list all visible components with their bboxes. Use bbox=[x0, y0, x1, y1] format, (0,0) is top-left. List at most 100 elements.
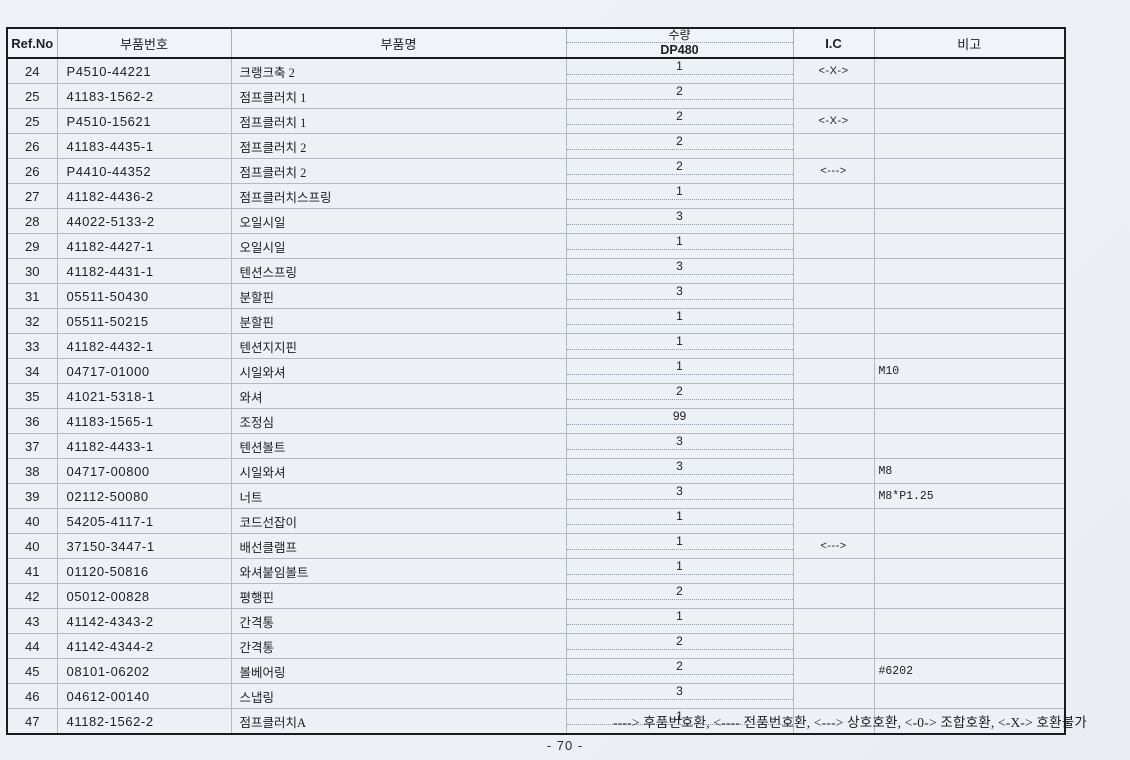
qty-spacer bbox=[567, 350, 792, 358]
header-row: Ref.No 부품번호 부품명 수량 DP480 I.C 비고 bbox=[6, 27, 1066, 59]
part-name-cell: 점프클러치 2 bbox=[230, 133, 567, 159]
ref-no-cell: 24 bbox=[6, 57, 58, 84]
part-name-cell: 크랭크축 2 bbox=[230, 57, 567, 84]
qty-value: 1 bbox=[567, 185, 792, 200]
part-number-cell: P4410-44352 bbox=[56, 158, 232, 184]
remark-cell bbox=[873, 558, 1066, 584]
remark-cell bbox=[873, 108, 1066, 134]
ic-cell bbox=[792, 708, 875, 735]
remark-cell bbox=[873, 408, 1066, 434]
part-name-cell: 분할핀 bbox=[230, 283, 567, 309]
ref-no-cell: 37 bbox=[6, 433, 58, 459]
part-number-cell: 44022-5133-2 bbox=[56, 208, 232, 234]
qty-spacer bbox=[567, 625, 792, 633]
header-part-name: 부품명 bbox=[230, 27, 567, 59]
qty-spacer bbox=[567, 675, 792, 683]
part-number-cell: 37150-3447-1 bbox=[56, 533, 232, 559]
header-qty-label: 수량 bbox=[567, 29, 792, 43]
table-row: 46 04612-00140 스냅링 3 bbox=[6, 683, 1066, 709]
qty-value: 3 bbox=[567, 210, 792, 225]
part-name-cell: 텐션스프링 bbox=[230, 258, 567, 284]
qty-spacer bbox=[567, 200, 792, 208]
ref-no-cell: 33 bbox=[6, 333, 58, 359]
ref-no-cell: 30 bbox=[6, 258, 58, 284]
part-number-cell: 41142-4343-2 bbox=[56, 608, 232, 634]
qty-cell: 1 bbox=[565, 183, 794, 209]
qty-spacer bbox=[567, 700, 792, 708]
ref-no-cell: 43 bbox=[6, 608, 58, 634]
remark-cell bbox=[873, 383, 1066, 409]
part-number-cell: 05511-50430 bbox=[56, 283, 232, 309]
qty-value: 3 bbox=[567, 485, 792, 500]
qty-value: 2 bbox=[567, 85, 792, 100]
table-row: 36 41183-1565-1 조정심 99 bbox=[6, 408, 1066, 434]
table-row: 25 P4510-15621 점프클러치 1 2 <-X-> bbox=[6, 108, 1066, 134]
ic-cell bbox=[792, 633, 875, 659]
qty-spacer bbox=[567, 450, 792, 458]
part-name-cell: 코드선잡이 bbox=[230, 508, 567, 534]
qty-cell: 2 bbox=[565, 583, 794, 609]
part-name-cell: 간격통 bbox=[230, 608, 567, 634]
qty-spacer bbox=[567, 375, 792, 383]
remark-cell bbox=[873, 133, 1066, 159]
ic-cell: <-X-> bbox=[792, 57, 875, 84]
ref-no-cell: 42 bbox=[6, 583, 58, 609]
qty-cell: 1 bbox=[565, 533, 794, 559]
ic-cell: <---> bbox=[792, 533, 875, 559]
qty-cell: 1 bbox=[565, 558, 794, 584]
table-row: 29 41182-4427-1 오일시일 1 bbox=[6, 233, 1066, 259]
table-row: 26 P4410-44352 점프클러치 2 2 <---> bbox=[6, 158, 1066, 184]
qty-spacer bbox=[567, 175, 792, 183]
qty-value: 3 bbox=[567, 685, 792, 700]
qty-cell: 2 bbox=[565, 658, 794, 684]
table-row: 25 41183-1562-2 점프클러치 1 2 bbox=[6, 83, 1066, 109]
qty-cell: 1 bbox=[565, 508, 794, 534]
ic-cell bbox=[792, 483, 875, 509]
qty-spacer bbox=[567, 425, 792, 433]
table-row: 28 44022-5133-2 오일시일 3 bbox=[6, 208, 1066, 234]
ic-cell bbox=[792, 83, 875, 109]
qty-cell: 1 bbox=[565, 333, 794, 359]
remark-cell bbox=[873, 608, 1066, 634]
qty-spacer bbox=[567, 250, 792, 258]
remark-cell bbox=[873, 433, 1066, 459]
qty-value: 1 bbox=[567, 560, 792, 575]
part-name-cell: 간격통 bbox=[230, 633, 567, 659]
part-name-cell: 점프클러치 1 bbox=[230, 83, 567, 109]
compatibility-legend: ----> 후품번호환, <---- 전품번호환, <---> 상호호환, <-… bbox=[613, 715, 1087, 730]
ic-cell bbox=[792, 258, 875, 284]
ic-cell bbox=[792, 583, 875, 609]
part-number-cell: 02112-50080 bbox=[56, 483, 232, 509]
part-number-cell: 41021-5318-1 bbox=[56, 383, 232, 409]
qty-value: 2 bbox=[567, 585, 792, 600]
table-row: 34 04717-01000 시일와셔 1 M10 bbox=[6, 358, 1066, 384]
qty-value: 3 bbox=[567, 435, 792, 450]
remark-cell bbox=[873, 583, 1066, 609]
remark-cell bbox=[873, 308, 1066, 334]
part-number-cell: 41142-4344-2 bbox=[56, 633, 232, 659]
part-number-cell: 41182-4427-1 bbox=[56, 233, 232, 259]
ic-cell: <---> bbox=[792, 158, 875, 184]
ref-no-cell: 25 bbox=[6, 83, 58, 109]
qty-spacer bbox=[567, 150, 792, 158]
qty-cell: 3 bbox=[565, 458, 794, 484]
qty-value: 1 bbox=[567, 510, 792, 525]
qty-cell: 1 bbox=[565, 233, 794, 259]
part-name-cell: 시일와셔 bbox=[230, 458, 567, 484]
table-row: 47 41182-1562-2 점프클러치A 1 bbox=[6, 708, 1066, 735]
ic-cell bbox=[792, 408, 875, 434]
part-number-cell: 54205-4117-1 bbox=[56, 508, 232, 534]
ref-no-cell: 32 bbox=[6, 308, 58, 334]
ic-cell bbox=[792, 458, 875, 484]
part-number-cell: 04612-00140 bbox=[56, 683, 232, 709]
ref-no-cell: 41 bbox=[6, 558, 58, 584]
remark-cell bbox=[873, 508, 1066, 534]
remark-cell bbox=[873, 683, 1066, 709]
header-ic: I.C bbox=[792, 27, 875, 59]
remark-cell bbox=[873, 233, 1066, 259]
part-name-cell: 평행핀 bbox=[230, 583, 567, 609]
ref-no-cell: 36 bbox=[6, 408, 58, 434]
ref-no-cell: 45 bbox=[6, 658, 58, 684]
ref-no-cell: 47 bbox=[6, 708, 58, 735]
qty-spacer bbox=[567, 100, 792, 108]
